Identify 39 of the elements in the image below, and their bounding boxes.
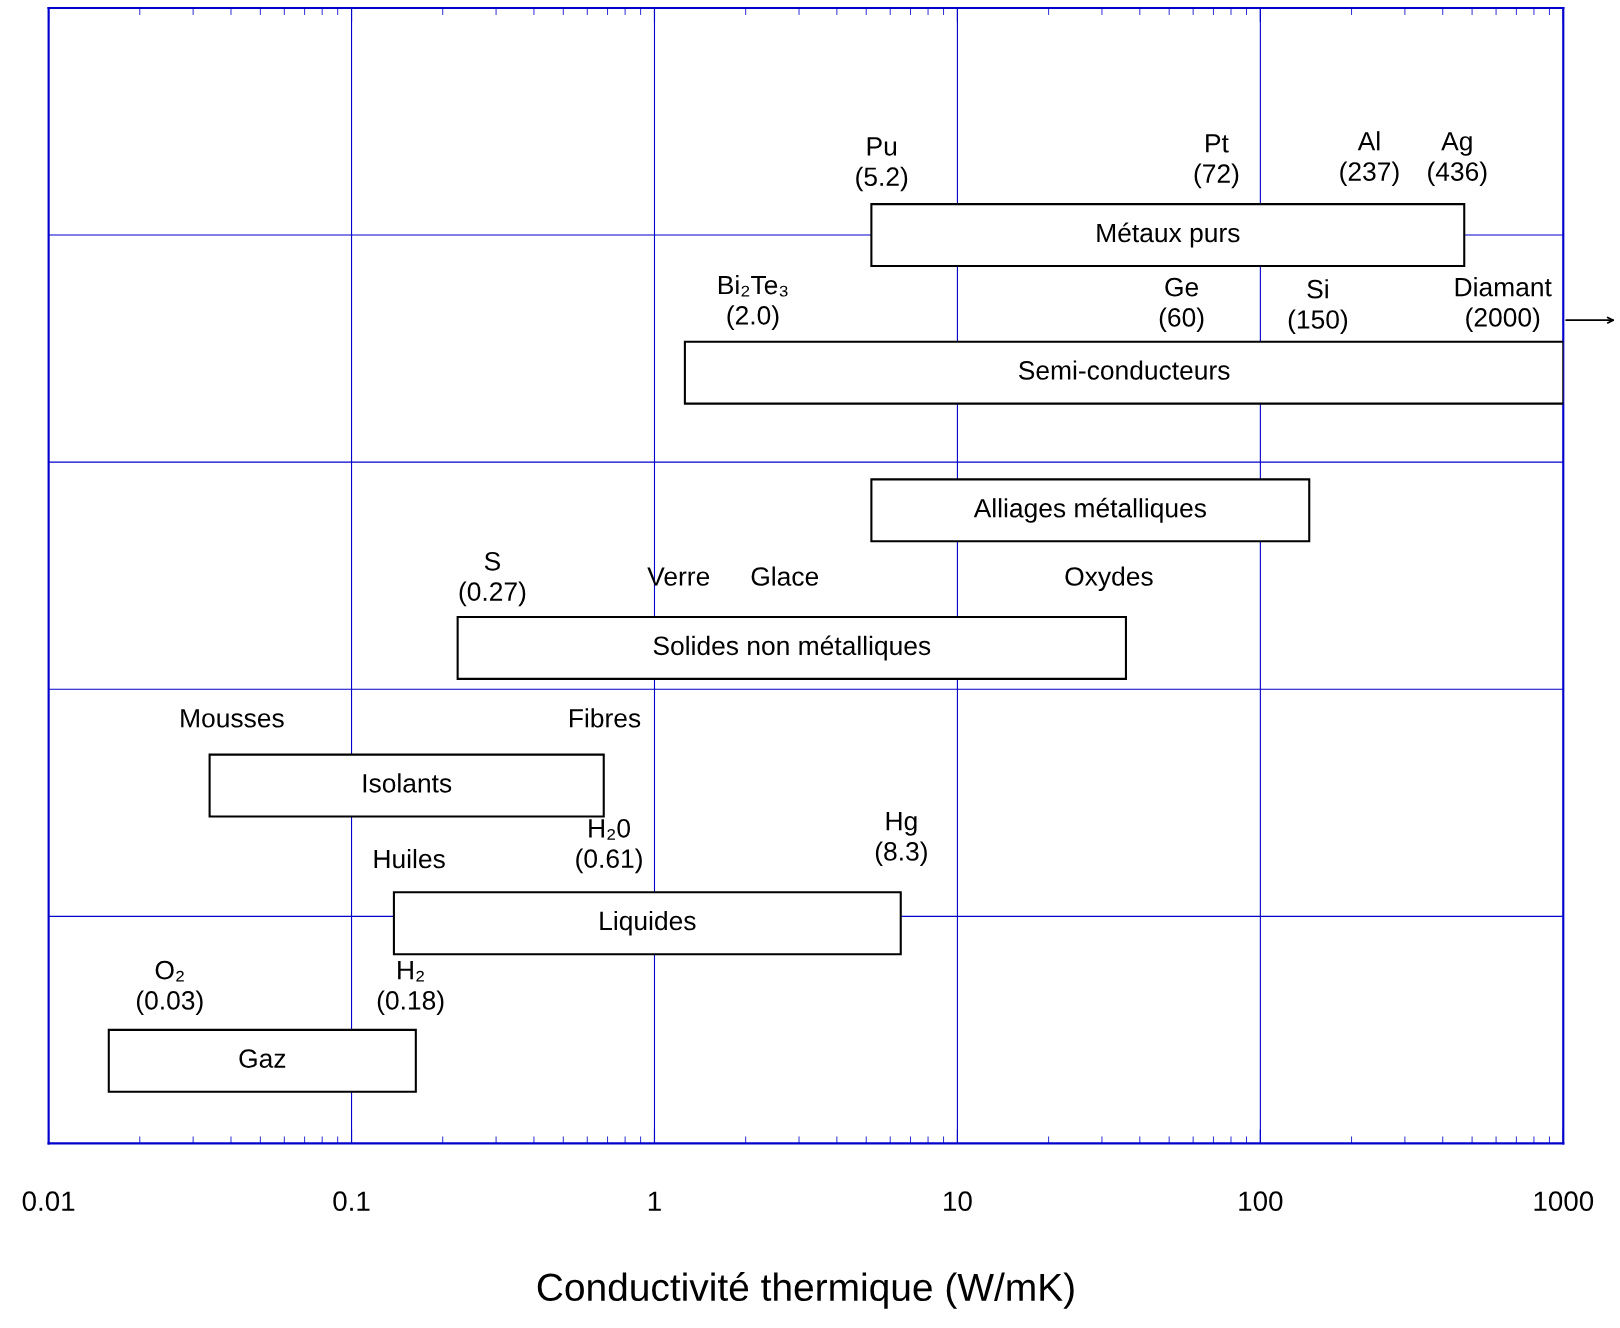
annotation: Al (237) bbox=[1340, 131, 1399, 187]
annotation: Diamant (2000) bbox=[1455, 277, 1552, 332]
x-tick-label: 0.1 bbox=[333, 1191, 370, 1212]
x-tick-label: 0.01 bbox=[22, 1191, 75, 1212]
bar bbox=[392, 891, 902, 956]
bar bbox=[870, 203, 1466, 268]
bar bbox=[208, 753, 605, 818]
y-tick-label: Gaz bbox=[239, 1049, 286, 1068]
bar bbox=[107, 1028, 417, 1093]
annotation: S (0.27) bbox=[459, 551, 526, 607]
annotation: Hg (8.3) bbox=[875, 812, 927, 866]
x-tick-label: 1 bbox=[648, 1191, 661, 1211]
y-tick-label: Liquides bbox=[600, 910, 696, 936]
y-tick-label: Métaux purs bbox=[1097, 222, 1240, 248]
annotation: O₂ (0.03) bbox=[136, 960, 203, 1015]
annotation: Oxydes bbox=[1065, 566, 1153, 592]
bar bbox=[683, 340, 1564, 405]
x-tick-label: 10 bbox=[944, 1191, 972, 1212]
annotation: Pt (72) bbox=[1194, 134, 1239, 189]
annotation: Mousses bbox=[181, 709, 284, 728]
annotation: Si (150) bbox=[1288, 279, 1348, 335]
annotation: Glace bbox=[751, 566, 819, 586]
y-tick-label: Solides non métalliques bbox=[653, 635, 931, 661]
y-tick-label: Alliages métalliques bbox=[973, 497, 1206, 523]
bar bbox=[456, 615, 1127, 680]
annotation: Bi₂Te₃ (2.0) bbox=[718, 275, 788, 330]
annotation: Ag (436) bbox=[1428, 132, 1487, 187]
annotation: H₂ (0.18) bbox=[377, 961, 444, 1015]
bar bbox=[870, 478, 1311, 543]
annotation: Huiles bbox=[374, 848, 445, 869]
x-axis-title: Conductivité thermique (W/mK) bbox=[537, 1272, 1074, 1309]
x-tick-label: 100 bbox=[1239, 1191, 1283, 1212]
annotation: Pu (5.2) bbox=[856, 137, 908, 192]
y-tick-label: Semi-conducteurs bbox=[1018, 360, 1230, 380]
annotation: Ge (60) bbox=[1159, 277, 1204, 332]
y-tick-label: Isolants bbox=[363, 773, 452, 793]
annotation: Fibres bbox=[570, 708, 641, 728]
x-tick-label: 1000 bbox=[1534, 1191, 1594, 1212]
annotation: H₂0 (0.61) bbox=[576, 818, 642, 874]
